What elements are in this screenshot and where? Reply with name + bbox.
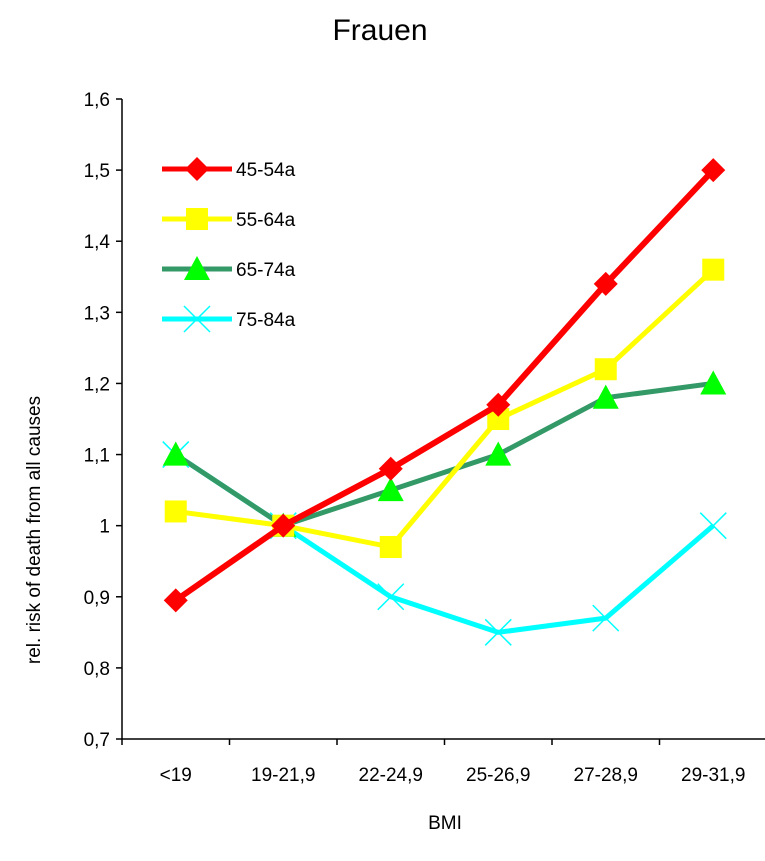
legend-item: 45-54a: [162, 157, 296, 181]
data-point: [592, 604, 620, 632]
series-65-74a: [162, 370, 727, 537]
data-point: [592, 384, 619, 409]
data-point: [485, 441, 512, 466]
legend-label: 75-84a: [236, 310, 296, 331]
legend-label: 45-54a: [236, 160, 296, 181]
data-point: [163, 588, 188, 613]
data-point: [164, 500, 187, 523]
y-tick-label: 1,3: [84, 303, 110, 324]
x-tick-label: 22-24,9: [359, 765, 423, 786]
legend-label: 55-64a: [236, 210, 296, 231]
series-45-54a: [163, 158, 726, 613]
y-tick-label: 1: [99, 517, 110, 538]
y-tick-label: 1,5: [84, 161, 110, 182]
data-point: [594, 358, 617, 381]
data-point: [700, 370, 727, 395]
x-tick-label: 19-21,9: [251, 765, 315, 786]
x-tick-label: 29-31,9: [681, 765, 745, 786]
data-point: [487, 408, 510, 430]
legend-marker: [185, 157, 209, 181]
data-point: [593, 271, 618, 296]
data-point: [699, 512, 727, 540]
data-point: [271, 513, 296, 538]
y-tick-label: 0,7: [84, 730, 110, 751]
data-point: [701, 158, 726, 183]
series-line: [175, 267, 715, 550]
axes: 0,7 0,8 0,9 1 1,1 1,2 1,3 1,4 1,5 1,6 <19 19-21,9 22…: [84, 90, 765, 786]
y-tick-label: 1,2: [84, 374, 110, 395]
legend-item: 55-64a: [162, 208, 296, 231]
y-tick-label: 1,4: [84, 232, 111, 253]
y-tick-label: 0,9: [84, 588, 110, 609]
legend-marker: [186, 208, 208, 230]
series-layer: [162, 158, 727, 646]
chart-title: Frauen: [332, 14, 427, 47]
legend-label: 65-74a: [236, 260, 296, 281]
data-point: [486, 392, 511, 417]
data-point: [379, 536, 402, 558]
y-tick-label: 0,8: [84, 659, 110, 680]
data-point: [702, 258, 725, 281]
series-55-64a: [164, 258, 725, 558]
data-point: [377, 583, 405, 611]
y-tick-label: 1,1: [84, 446, 110, 467]
x-tick-label: 25-26,9: [466, 765, 530, 786]
x-tick-label: <19: [160, 765, 192, 786]
legend: 45-54a 55-64a 65-74a 75-84a: [162, 157, 296, 333]
legend-item: 65-74a: [162, 256, 296, 281]
series-line: [174, 380, 714, 529]
legend-item: 75-84a: [162, 305, 296, 333]
y-axis-label: rel. risk of death from all causes: [24, 396, 45, 664]
x-axis-label: BMI: [428, 813, 462, 834]
data-point: [378, 456, 403, 481]
legend-marker: [183, 305, 211, 333]
x-tick-label: 27-28,9: [574, 765, 638, 786]
y-tick-label: 1,6: [84, 90, 110, 111]
data-point: [484, 618, 512, 646]
legend-marker: [184, 256, 210, 281]
data-point: [162, 441, 189, 466]
data-point: [377, 477, 404, 502]
series-line: [174, 168, 716, 603]
